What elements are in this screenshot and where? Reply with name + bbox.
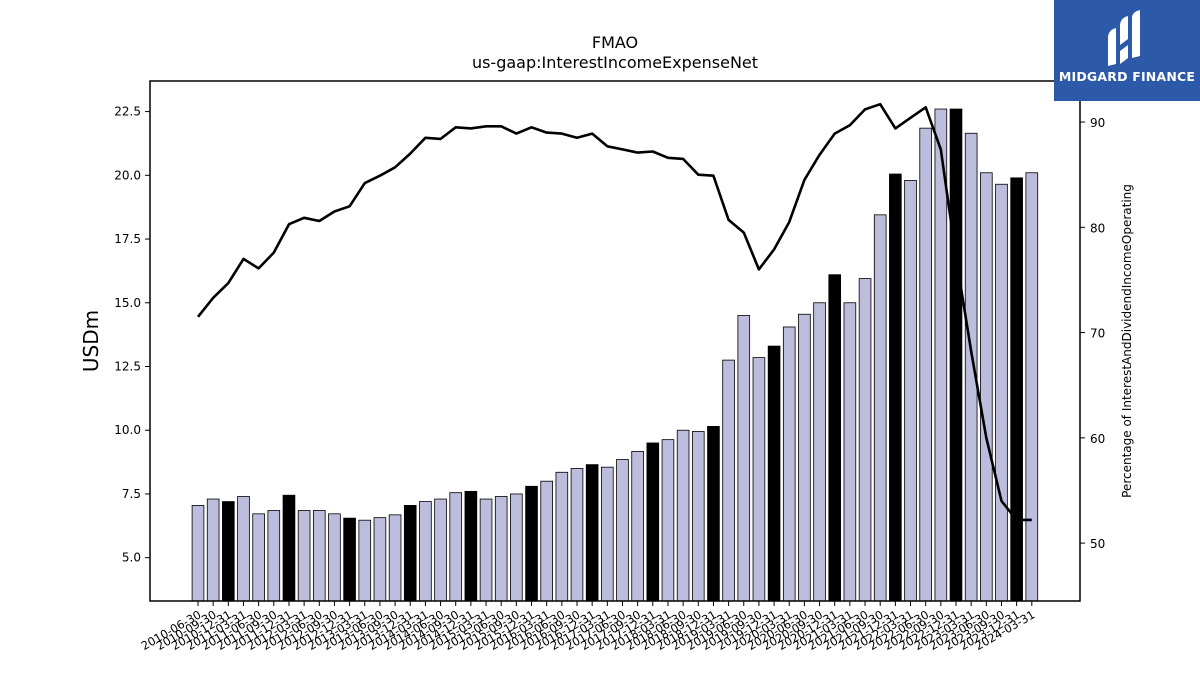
bar (782, 326, 796, 602)
bar (661, 439, 675, 602)
bar (1010, 177, 1023, 602)
bar (949, 108, 963, 602)
bar (297, 510, 311, 602)
bar (222, 501, 235, 602)
bar (995, 183, 1008, 602)
y2-tick-label: 90 (1090, 116, 1105, 130)
y2-tick-label: 50 (1090, 537, 1105, 551)
y-tick-label: 12.5 (114, 359, 141, 373)
y-tick-label: 7.5 (122, 487, 141, 501)
bar (373, 517, 387, 602)
y-tick-label: 10.0 (114, 423, 141, 437)
bar (919, 127, 932, 602)
bar (388, 514, 402, 602)
chart-title: FMAO (592, 33, 638, 52)
bar (525, 485, 538, 602)
midgard-finance-logo: MIDGARD FINANCE (1054, 0, 1200, 101)
line-layer (196, 102, 1032, 522)
bar (570, 468, 584, 602)
bar (403, 505, 417, 602)
bar (237, 496, 250, 602)
y-tick-label: 17.5 (114, 232, 141, 246)
bar (601, 466, 614, 602)
bars (191, 108, 1039, 602)
bar (752, 357, 766, 602)
bar (646, 442, 660, 602)
bar (540, 480, 553, 602)
bar (737, 315, 751, 602)
y-axis-label: USDm (79, 310, 103, 372)
y-axis-right: 50 60 70 80 90 (1080, 116, 1105, 551)
bar (267, 510, 281, 602)
plot-frame (149, 80, 1081, 602)
series-line (196, 102, 1032, 522)
bar (282, 494, 296, 602)
bar (676, 429, 690, 602)
bar (494, 496, 508, 602)
bar (479, 498, 493, 602)
bar (449, 492, 463, 602)
y2-tick-label: 60 (1090, 432, 1105, 446)
bar (358, 519, 372, 602)
bar (964, 132, 978, 602)
logo-mark-icon (1108, 10, 1140, 66)
y2-axis-label: Percentage of InterestAndDividendIncomeO… (1120, 184, 1134, 498)
bar (828, 274, 842, 602)
bar (1025, 172, 1039, 602)
bar (343, 517, 356, 602)
bar (434, 498, 447, 602)
bar (707, 425, 720, 602)
bar (722, 359, 735, 602)
bar (980, 172, 993, 602)
y2-tick-label: 80 (1090, 221, 1105, 235)
bar (464, 490, 478, 602)
bar (858, 278, 872, 602)
bar (631, 450, 644, 602)
bar (328, 513, 341, 602)
y-tick-label: 5.0 (122, 551, 141, 565)
y-tick-label: 22.5 (114, 105, 141, 119)
x-axis: 2010-06-302010-09-302010-12-312011-03-31… (139, 601, 1037, 653)
bar (419, 501, 432, 602)
y-tick-label: 15.0 (114, 296, 141, 310)
logo-text: MIDGARD FINANCE (1058, 69, 1196, 84)
bar (252, 513, 265, 602)
bar (510, 493, 523, 602)
bar (312, 510, 326, 602)
y-axis-left: 5.0 7.5 10.0 12.5 15.0 17.5 20.0 22.5 (114, 105, 150, 565)
bar (813, 302, 826, 602)
y-tick-label: 20.0 (114, 168, 141, 182)
bar (873, 214, 887, 602)
bar (843, 302, 857, 602)
chart-subtitle: us-gaap:InterestIncomeExpenseNet (472, 53, 758, 72)
bar (767, 345, 781, 602)
y2-tick-label: 70 (1090, 327, 1105, 341)
bar (206, 498, 220, 602)
bar (585, 464, 599, 602)
bar (904, 180, 917, 602)
bar (616, 459, 629, 602)
bar (691, 431, 705, 602)
bar (798, 313, 811, 602)
bar (555, 471, 569, 602)
bar (191, 505, 205, 602)
bar (889, 173, 902, 602)
